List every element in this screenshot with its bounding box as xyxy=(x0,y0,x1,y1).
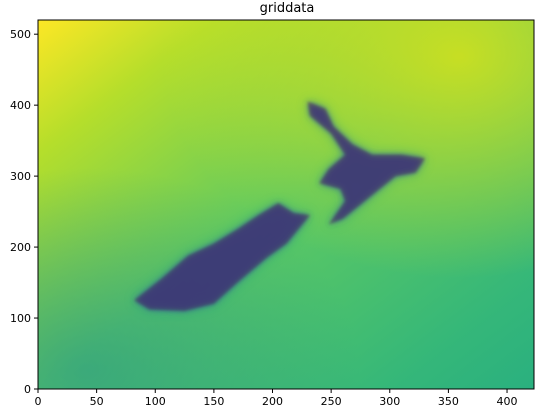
y-tick-label: 500 xyxy=(10,28,31,41)
chart-title: griddata xyxy=(260,1,315,16)
x-tick-label: 200 xyxy=(262,395,283,408)
y-tick-label: 400 xyxy=(10,99,31,112)
x-tick-label: 150 xyxy=(203,395,224,408)
x-axis: 0 50 100 150 200 250 300 350 400 xyxy=(35,389,518,408)
x-tick-label: 350 xyxy=(438,395,459,408)
x-tick-label: 400 xyxy=(497,395,518,408)
x-tick-label: 50 xyxy=(90,395,104,408)
plot-frame xyxy=(37,19,535,390)
north-island-core xyxy=(307,101,425,225)
y-tick-label: 100 xyxy=(10,312,31,325)
x-tick-label: 250 xyxy=(321,395,342,408)
y-tick-label: 0 xyxy=(24,383,31,396)
x-tick-label: 0 xyxy=(35,395,42,408)
land-layer xyxy=(134,101,425,311)
y-axis: 0 100 200 300 400 500 xyxy=(10,28,38,396)
heatmap-shade xyxy=(38,20,534,389)
south-island-core xyxy=(134,203,310,311)
y-tick-label: 200 xyxy=(10,241,31,254)
x-tick-label: 100 xyxy=(145,395,166,408)
plot-area xyxy=(38,20,534,389)
x-tick-label: 300 xyxy=(379,395,400,408)
y-tick-label: 300 xyxy=(10,170,31,183)
